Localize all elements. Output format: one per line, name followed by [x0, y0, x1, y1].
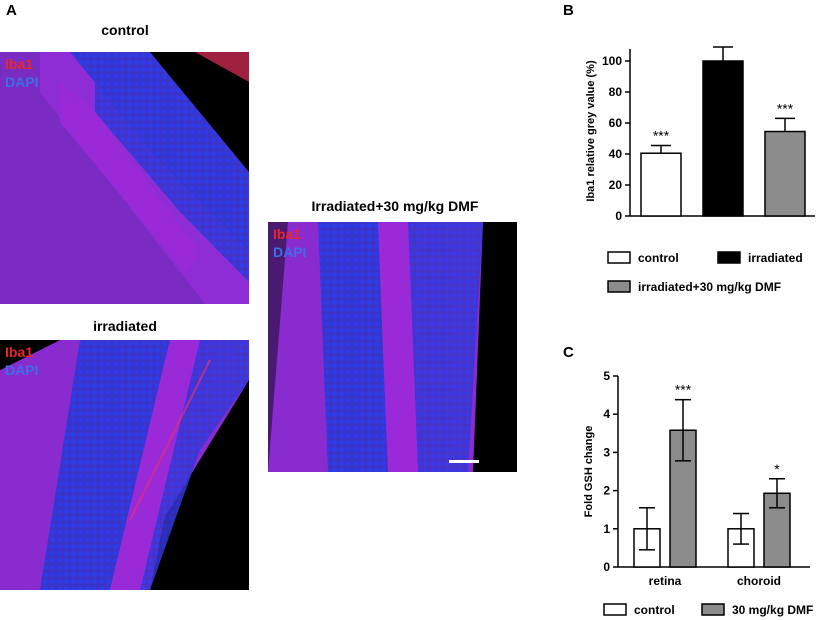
- legend-swatch: [607, 280, 631, 293]
- y-tick-label: 5: [603, 369, 610, 383]
- micrograph-irradiated-image: [0, 340, 249, 590]
- y-tick-label: 20: [609, 178, 623, 192]
- panel-letter-c: C: [563, 344, 574, 361]
- y-tick-label: 80: [609, 85, 623, 99]
- panel-letter-a: A: [6, 2, 17, 19]
- significance-label: ***: [675, 382, 692, 398]
- legend-label: control: [638, 251, 679, 265]
- y-tick-label: 100: [602, 54, 622, 68]
- legend-label: 30 mg/kg DMF: [732, 603, 813, 617]
- y-tick-label: 60: [609, 116, 623, 130]
- micrograph-control-image: [0, 52, 249, 304]
- bar: [702, 60, 744, 217]
- image-title-control: control: [101, 22, 149, 38]
- micrograph-irradiated: Iba1 DAPI: [0, 340, 249, 590]
- micrograph-control: Iba1 DAPI: [0, 52, 249, 304]
- legend-label: control: [634, 603, 675, 617]
- image-title-irradiated: irradiated: [93, 318, 157, 334]
- x-tick-label: retina: [649, 574, 682, 588]
- legend-swatch: [607, 251, 631, 264]
- bar: [640, 152, 682, 217]
- y-axis-title: Fold GSH change: [583, 426, 595, 518]
- dapi-label: DAPI: [273, 244, 307, 260]
- y-tick-label: 2: [603, 484, 610, 498]
- y-axis-title: Iba1 relative grey value (%): [585, 60, 597, 202]
- significance-label: *: [774, 461, 780, 477]
- y-tick-label: 1: [603, 522, 610, 536]
- chart-c: 0 1 2 3 4 5 Fold GSH change *** retina * choroid co…: [583, 369, 813, 617]
- legend-swatch: [701, 603, 725, 616]
- micrograph-dmf-image: [268, 222, 517, 472]
- legend-label: irradiated: [748, 251, 803, 265]
- panel-letter-b: B: [563, 2, 574, 19]
- y-tick-label: 4: [603, 407, 610, 421]
- legend-swatch: [603, 603, 627, 616]
- iba1-label: Iba1: [5, 56, 34, 72]
- y-tick-label: 0: [603, 560, 610, 574]
- significance-label: ***: [653, 127, 670, 143]
- chart-b: 0 20 40 60 80 100 Iba1 relative grey value (%)…: [585, 46, 815, 294]
- dapi-label: DAPI: [5, 362, 39, 378]
- legend-swatch: [717, 251, 741, 264]
- micrograph-dmf: Iba1 DAPI: [268, 222, 517, 472]
- iba1-label: Iba1: [273, 226, 302, 242]
- image-title-dmf: Irradiated+30 mg/kg DMF: [311, 198, 479, 214]
- bar: [764, 130, 806, 217]
- scale-bar: [449, 460, 479, 463]
- y-tick-label: 3: [603, 445, 610, 459]
- legend-label: irradiated+30 mg/kg DMF: [638, 280, 781, 294]
- dapi-label: DAPI: [5, 74, 39, 90]
- significance-label: ***: [777, 100, 794, 116]
- x-tick-label: choroid: [737, 574, 781, 588]
- iba1-label: Iba1: [5, 344, 34, 360]
- y-tick-label: 40: [609, 147, 623, 161]
- y-tick-label: 0: [615, 209, 622, 223]
